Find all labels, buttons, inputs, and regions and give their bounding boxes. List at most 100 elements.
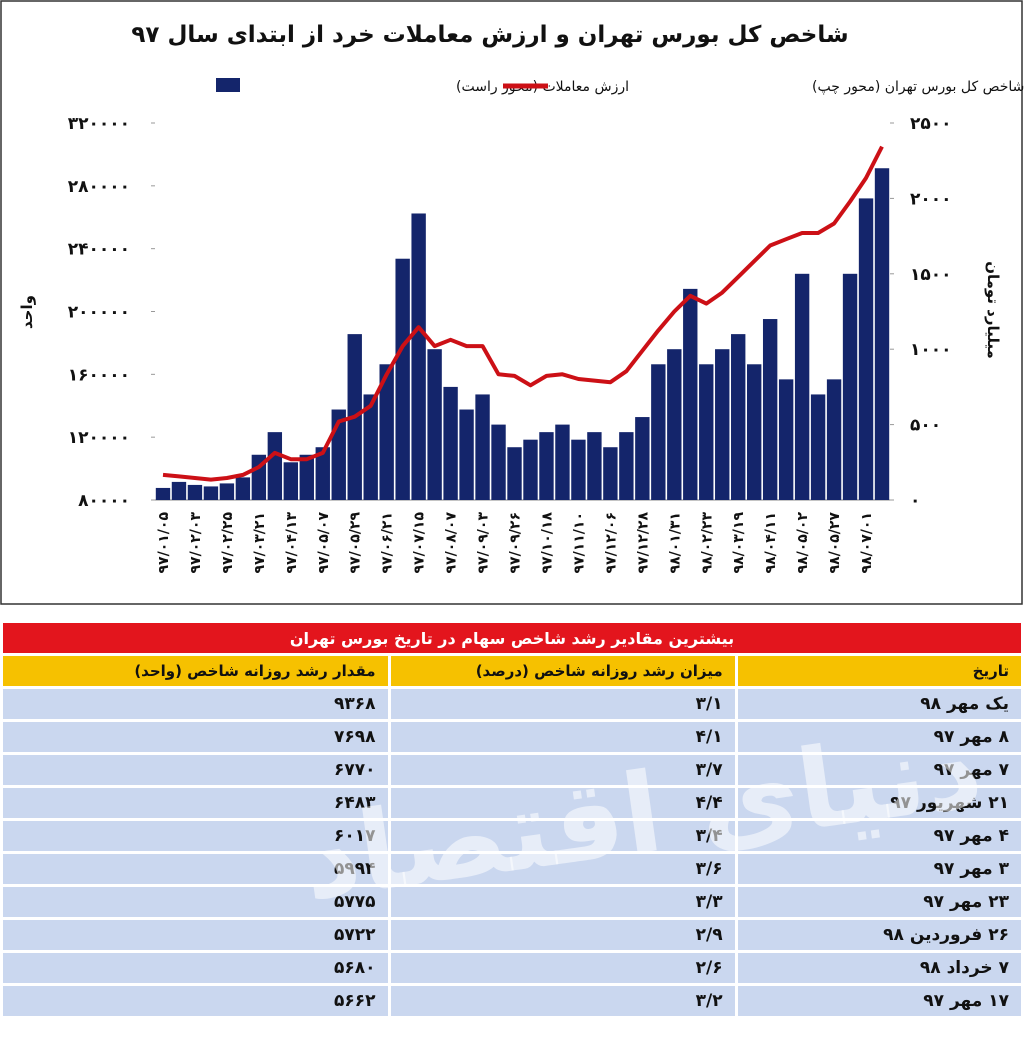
table-cell: ۳/۷ <box>390 755 735 785</box>
table-row: ۱۷ مهر ۹۷ ۳/۲ ۵۶۶۲ <box>3 986 1021 1016</box>
table-cell: ۴/۱ <box>390 722 735 752</box>
table: بیشترین مقادیر رشد شاخص سهام در تاریخ بو… <box>0 620 1024 1019</box>
x-tick-label: ۹۷/۰۸/۰۷ <box>444 512 460 574</box>
bar <box>187 484 203 500</box>
bar <box>587 432 602 500</box>
x-tick-label: ۹۷/۰۵/۲۹ <box>348 512 364 574</box>
table-cell: ۶۴۸۳ <box>3 788 388 818</box>
bar <box>826 379 842 500</box>
table-cell: ۵۷۷۵ <box>3 887 388 917</box>
bar <box>778 379 794 500</box>
bar <box>267 432 283 500</box>
table-cell: ۳/۳ <box>390 887 735 917</box>
x-tick-label: ۹۷/۱۰/۱۸ <box>539 512 555 574</box>
table-cell: ۸ مهر ۹۷ <box>737 722 1021 752</box>
table-row: ۸ مهر ۹۷ ۴/۱ ۷۶۹۸ <box>3 722 1021 752</box>
table-cell: ۴ مهر ۹۷ <box>737 821 1021 851</box>
bar <box>427 349 442 500</box>
bar <box>507 447 522 500</box>
table-cell: ۷ مهر ۹۷ <box>737 755 1021 785</box>
chart: شاخص کل بورس تهران و ارزش معاملات خرد از… <box>0 0 1024 605</box>
bar <box>635 417 650 500</box>
bar <box>810 394 826 500</box>
bar <box>874 168 890 501</box>
table-cell: ۷۶۹۸ <box>3 722 388 752</box>
table-cell: ۱۷ مهر ۹۷ <box>737 986 1021 1016</box>
table-header-row: تاریخ میزان رشد روزانه شاخص (درصد) مقدار ر… <box>3 656 1021 686</box>
bar <box>219 483 235 500</box>
x-tick-label: ۹۸/۰۱/۳۱ <box>667 512 683 574</box>
table-cell: ۳/۴ <box>390 821 735 851</box>
bar <box>539 432 554 500</box>
table-header-cell: مقدار رشد روزانه شاخص (واحد) <box>3 656 388 686</box>
table-cell: ۴/۴ <box>390 788 735 818</box>
table-row: ۲۳ مهر ۹۷ ۳/۳ ۵۷۷۵ <box>3 887 1021 917</box>
bar <box>858 198 874 500</box>
bar <box>363 394 378 500</box>
table-cell: ۳/۱ <box>390 689 735 719</box>
table-row: ۷ مهر ۹۷ ۳/۷ ۶۷۷۰ <box>3 755 1021 785</box>
bar <box>395 258 410 500</box>
x-tick-label: ۹۸/۰۴/۱۱ <box>763 512 779 574</box>
table-header-cell: تاریخ <box>737 656 1021 686</box>
y2-tick-label: ۲۵۰۰ <box>910 114 952 134</box>
table-cell: ۲۶ فروردین ۹۸ <box>737 920 1021 950</box>
table-cell: ۵۶۸۰ <box>3 953 388 983</box>
bar <box>603 447 618 500</box>
y2-tick-label: ۵۰۰ <box>910 416 941 436</box>
table-cell: ۲۳ مهر ۹۷ <box>737 887 1021 917</box>
bar <box>571 439 586 500</box>
bar <box>443 386 458 500</box>
x-tick-label: ۹۷/۱۲/۰۶ <box>603 512 619 574</box>
table-cell: ۵۹۹۴ <box>3 854 388 884</box>
line <box>162 145 884 482</box>
table-cell: ۳/۶ <box>390 854 735 884</box>
bar <box>171 481 187 500</box>
y-tick-label: ۳۲۰۰۰۰ <box>68 114 130 134</box>
x-tick-label: ۹۷/۰۴/۱۳ <box>284 512 300 574</box>
bar <box>523 439 538 500</box>
bar <box>683 288 698 500</box>
x-tick-label: ۹۷/۱۲/۲۸ <box>635 512 651 574</box>
y2-tick-label: ۱۰۰۰ <box>910 340 952 360</box>
table-row: ۴ مهر ۹۷ ۳/۴ ۶۰۱۷ <box>3 821 1021 851</box>
table-cell: ۷ خرداد ۹۸ <box>737 953 1021 983</box>
bar <box>651 364 666 500</box>
x-tick-label: ۹۸/۰۵/۲۷ <box>827 512 843 574</box>
bar <box>555 424 570 500</box>
x-tick-label: ۹۷/۰۹/۲۶ <box>508 512 524 574</box>
x-tick-label: ۹۷/۰۵/۰۷ <box>316 512 332 574</box>
bar <box>315 447 330 500</box>
table-cell: ۹۳۶۸ <box>3 689 388 719</box>
x-tick-label: ۹۷/۰۲/۲۵ <box>220 512 236 574</box>
chart-title: شاخص کل بورس تهران و ارزش معاملات خرد از… <box>131 22 848 48</box>
bar <box>667 349 682 500</box>
x-tick-label: ۹۸/۰۳/۱۹ <box>731 512 747 574</box>
y-axis-title: واحد <box>18 295 36 329</box>
table-cell: ۲/۶ <box>390 953 735 983</box>
table-title-row: بیشترین مقادیر رشد شاخص سهام در تاریخ بو… <box>3 623 1021 653</box>
bar <box>491 424 506 500</box>
legend-swatch <box>216 78 240 92</box>
bar <box>842 273 858 500</box>
table-cell: ۲۱ شهریور ۹۷ <box>737 788 1021 818</box>
table-cell: یک مهر ۹۸ <box>737 689 1021 719</box>
bar <box>715 349 730 500</box>
legend-label: شاخص کل بورس تهران (محور چپ) <box>812 79 1024 95</box>
bar <box>379 364 394 500</box>
bar <box>475 394 490 500</box>
table-area: بیشترین مقادیر رشد شاخص سهام در تاریخ بو… <box>0 620 1024 1035</box>
table-row: ۲۶ فروردین ۹۸ ۲/۹ ۵۷۲۲ <box>3 920 1021 950</box>
bar <box>762 319 778 500</box>
table-row: یک مهر ۹۸ ۳/۱ ۹۳۶۸ <box>3 689 1021 719</box>
bar <box>411 213 426 501</box>
x-tick-label: ۹۸/۰۵/۰۲ <box>795 512 811 574</box>
x-tick-label: ۹۷/۰۷/۱۵ <box>412 512 428 574</box>
x-tick-label: ۹۷/۰۱/۰۵ <box>156 512 172 574</box>
table-row: ۲۱ شهریور ۹۷ ۴/۴ ۶۴۸۳ <box>3 788 1021 818</box>
x-tick-label: ۹۷/۰۹/۰۳ <box>476 512 492 574</box>
bar <box>155 487 171 500</box>
table-header-cell: میزان رشد روزانه شاخص (درصد) <box>390 656 735 686</box>
table-cell: ۶۷۷۰ <box>3 755 388 785</box>
